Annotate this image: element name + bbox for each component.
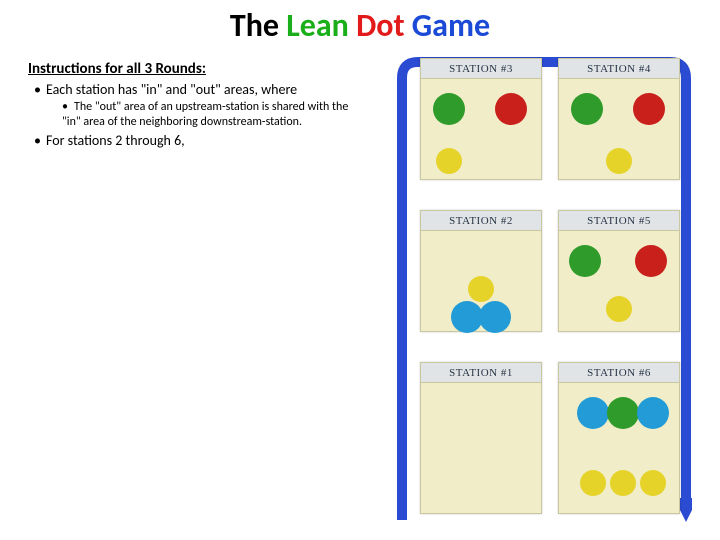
dot-green — [569, 245, 601, 277]
dot-yellow — [640, 470, 666, 496]
page-title: The Lean Dot Game — [0, 0, 720, 49]
instructions-heading: Instructions for all 3 Rounds: — [28, 60, 368, 79]
station-body — [421, 383, 541, 513]
dot-green — [433, 93, 465, 125]
title-word-2: Dot — [356, 6, 412, 45]
dot-red — [495, 93, 527, 125]
station-header: STATION #5 — [559, 211, 679, 231]
bullet-2: •For stations 2 through 6, — [34, 132, 368, 150]
dot-red — [635, 245, 667, 277]
station-header: STATION #3 — [421, 59, 541, 79]
dot-blue — [577, 397, 609, 429]
title-word-0: The — [230, 6, 286, 45]
dot-green — [571, 93, 603, 125]
bullet-1-1: •The "out" area of an upstream-station i… — [62, 100, 368, 130]
station-body — [559, 79, 679, 179]
station-body — [421, 231, 541, 331]
station-card-s5: STATION #5 — [558, 210, 680, 332]
station-card-s1: STATION #1 — [420, 362, 542, 514]
dot-yellow — [606, 296, 632, 322]
dot-yellow — [606, 148, 632, 174]
bullet-marker: • — [34, 81, 46, 99]
station-card-s4: STATION #4 — [558, 58, 680, 180]
bullet-marker: • — [34, 132, 46, 150]
station-header: STATION #2 — [421, 211, 541, 231]
station-card-s3: STATION #3 — [420, 58, 542, 180]
dot-green — [607, 397, 639, 429]
bullet-marker: • — [62, 100, 74, 115]
station-body — [559, 231, 679, 331]
dot-yellow — [436, 148, 462, 174]
instructions-block: Instructions for all 3 Rounds: •Each sta… — [28, 60, 368, 150]
title-word-3: Game — [412, 6, 490, 45]
station-header: STATION #6 — [559, 363, 679, 383]
station-header: STATION #4 — [559, 59, 679, 79]
stations-grid: STATION #3 STATION #4 STATION #2 STATION #5… — [406, 58, 686, 520]
dot-yellow — [468, 276, 494, 302]
bullet-1: •Each station has "in" and "out" areas, … — [34, 81, 368, 99]
station-body — [421, 79, 541, 179]
dot-red — [633, 93, 665, 125]
dot-blue — [637, 397, 669, 429]
station-card-s6: STATION #6 — [558, 362, 680, 514]
station-header: STATION #1 — [421, 363, 541, 383]
station-card-s2: STATION #2 — [420, 210, 542, 332]
dot-yellow — [610, 470, 636, 496]
dot-yellow — [580, 470, 606, 496]
station-body — [559, 383, 679, 513]
title-word-1: Lean — [286, 6, 356, 45]
dot-blue — [479, 301, 511, 333]
